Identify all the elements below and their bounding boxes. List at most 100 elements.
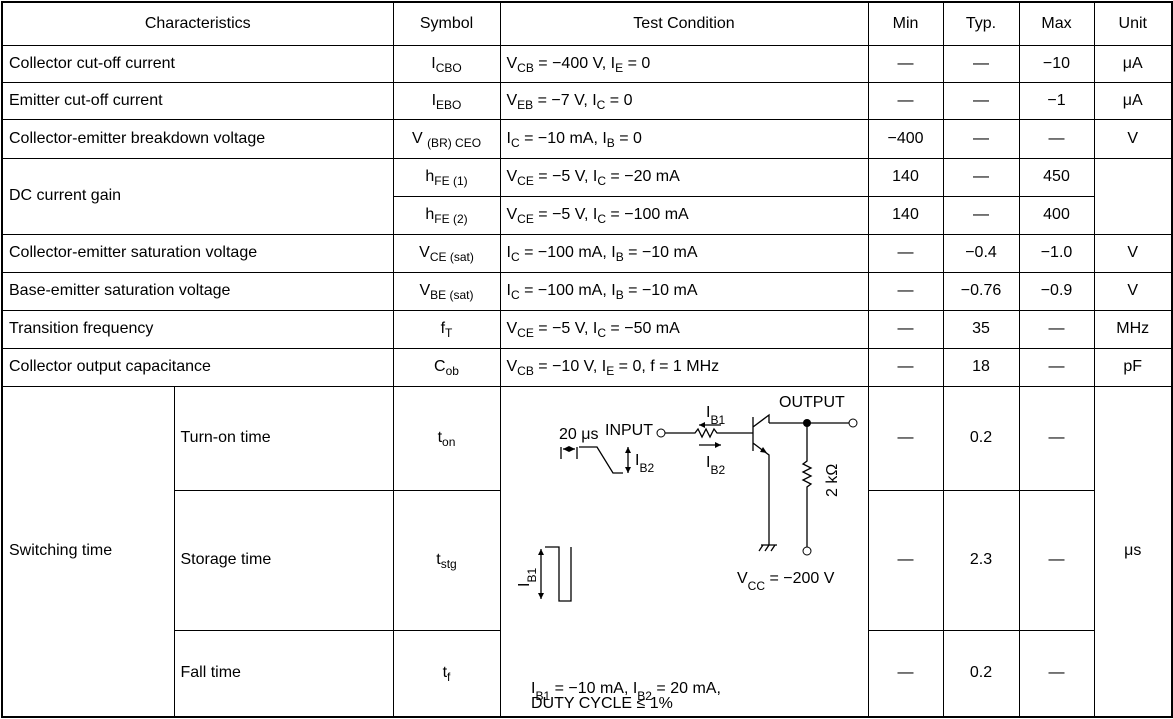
typ: — [942,44,1020,83]
text-part: = −20 mA [605,168,680,185]
unit: μs [1093,385,1173,718]
min: — [867,233,944,273]
subscript: CBO [435,60,462,75]
test-circuit: 20 μs IB2 IB1 INPUT IB1 IB2 OUTPUT 2 kΩ VCC = −2… [499,385,869,718]
typ: — [942,195,1020,235]
table-row: Collector output capacitance Cob VCB = −10… [1,347,1173,387]
text-part: V [506,206,518,223]
circuit-label: IB1 = −10 mA, IB2 = 20 mA, [531,680,721,703]
subscript: B [615,288,624,302]
text-part: V [506,168,518,185]
subscript: B1 [525,567,539,582]
condition: VCE = −5 V, IC = −20 mA [499,157,869,197]
subscript: CE [517,326,534,340]
subscript: EBO [436,97,462,112]
max: — [1018,118,1095,159]
arrowhead [759,446,767,453]
table-row: Base-emitter saturation voltage VBE (sat)… [1,271,1173,311]
header-cell: Test Condition [499,1,869,46]
subscript: B2 [637,689,652,703]
waveform [559,445,623,474]
min: −400 [867,118,944,159]
symbol: V (BR) CEO [392,118,501,159]
text-part: = −50 mA [605,320,680,337]
symbol: hFE (1) [392,157,501,197]
typ: — [942,118,1020,159]
table-row: Collector-emitter breakdown voltage V (BR… [1,118,1173,159]
unit [1093,157,1173,235]
max: −1 [1018,81,1095,120]
subscript: BE (sat) [430,288,474,302]
text-part: V [737,570,748,587]
typ: 35 [942,309,1020,349]
terminal [802,546,811,555]
condition: VEB = −7 V, IC = 0 [499,81,869,120]
text-part: = −400 V, I [533,54,616,72]
subscript: B2 [639,461,654,475]
table-row: Collector cut-off current ICBO VCB = −400 … [1,44,1173,83]
table-row: Emitter cut-off current IEBO VEB = −7 V, I… [1,81,1173,120]
symbol: ICBO [392,44,501,83]
symbol: VBE (sat) [392,271,501,311]
unit: μA [1093,44,1173,83]
max: −10 [1018,44,1095,83]
min: — [867,309,944,349]
subscript: C [597,326,606,340]
circuit-label: DUTY CYCLE ≤ 1% [531,695,673,712]
sub-characteristic: Turn-on time [173,385,394,491]
text-part: I [506,282,511,299]
transistor [751,413,770,545]
header-cell: Symbol [392,1,501,46]
wire [664,427,753,438]
text-part: = −200 V [765,570,835,587]
text-part: I [635,452,639,469]
subscript: E [606,364,615,378]
text-part: = −5 V, I [533,168,598,185]
header-cell: Typ. [942,1,1020,46]
typ: −0.4 [942,233,1020,273]
characteristic: Collector-emitter saturation voltage [1,233,394,273]
symbol: IEBO [392,81,501,120]
condition: VCE = −5 V, IC = −50 mA [499,309,869,349]
text-part: = 0 [614,129,642,147]
min: — [867,271,944,311]
subscript: T [445,326,453,340]
characteristic: Switching time [1,385,175,718]
subscript: C [510,288,520,302]
text-part: h [425,168,435,185]
typ: — [942,157,1020,197]
max: 450 [1018,157,1095,197]
text-part: I [506,244,511,261]
subscript: C [597,174,606,188]
text-part: = 0 [623,54,651,72]
subscript: B1 [535,689,550,703]
circuit-label: IB2 [635,452,654,475]
text-part: = −10 V, I [533,358,607,375]
circuit-label: 20 μs [559,426,598,443]
text-part: C [434,358,446,375]
typ: 2.3 [942,489,1020,631]
max: 400 [1018,195,1095,235]
subscript: CB [517,364,534,378]
unit: V [1093,233,1173,273]
min: — [867,629,944,718]
subscript: FE (2) [434,212,468,226]
arrowhead [537,446,631,599]
terminal [656,428,665,437]
table-row: Characteristics Symbol Test Condition Min Ty… [1,1,1173,46]
subscript: EB [517,97,534,112]
symbol: ton [392,385,501,491]
subscript: FE (1) [434,174,468,188]
unit: pF [1093,347,1173,387]
characteristic: Transition frequency [1,309,394,349]
condition: VCB = −10 V, IE = 0, f = 1 MHz [499,347,869,387]
condition: VCE = −5 V, IC = −100 mA [499,195,869,235]
text-part: I [506,129,511,147]
text-part: V [419,282,431,299]
max: — [1018,629,1095,718]
min: — [867,44,944,83]
dimension-arrow [539,446,629,599]
circuit-label: INPUT [605,422,653,439]
